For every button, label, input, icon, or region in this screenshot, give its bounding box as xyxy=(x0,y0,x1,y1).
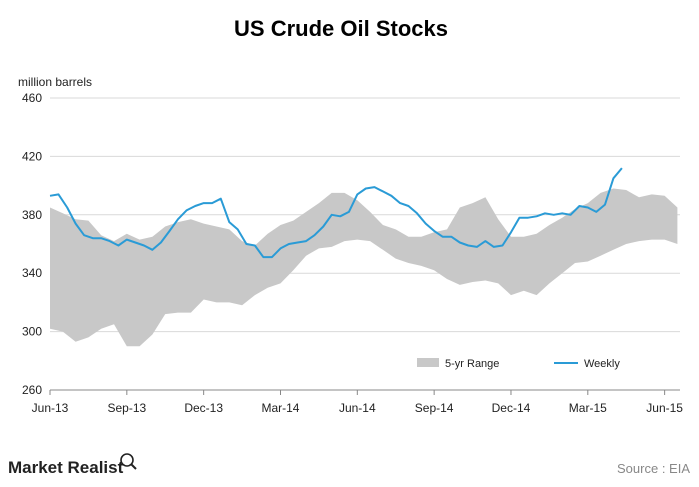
x-tick-label-Jun-13: Jun-13 xyxy=(32,401,69,415)
x-tick-label-Dec-13: Dec-13 xyxy=(184,401,223,415)
x-tick-label-Mar-14: Mar-14 xyxy=(261,401,299,415)
y-tick-label-380: 380 xyxy=(22,208,42,222)
x-tick-label-Sep-14: Sep-14 xyxy=(415,401,454,415)
y-axis-label: million barrels xyxy=(18,75,92,89)
x-tick-label-Mar-15: Mar-15 xyxy=(569,401,607,415)
y-tick-label-260: 260 xyxy=(22,383,42,397)
magnifier-icon xyxy=(120,453,134,467)
x-tick-label-Jun-14: Jun-14 xyxy=(339,401,376,415)
brand-name: Market Realist xyxy=(8,458,124,477)
x-axis-ticks: Jun-13 Sep-13 Dec-13 Mar-14 Jun-14 Sep-14 Dec-… xyxy=(32,390,683,415)
magnifier-handle xyxy=(130,463,137,470)
legend-range-label: 5-yr Range xyxy=(445,358,499,370)
legend: 5-yr Range Weekly xyxy=(417,358,620,370)
five-year-range-area xyxy=(50,188,678,347)
weekly-series-line xyxy=(49,167,623,259)
source-note: Source : EIA xyxy=(617,461,690,476)
chart-title: US Crude Oil Stocks xyxy=(234,16,448,41)
x-tick-label-Jun-15: Jun-15 xyxy=(646,401,683,415)
y-tick-label-420: 420 xyxy=(22,149,42,163)
x-tick-label-Sep-13: Sep-13 xyxy=(107,401,146,415)
x-tick-label-Dec-14: Dec-14 xyxy=(492,401,531,415)
y-axis-ticks: 260 300 340 380 420 460 xyxy=(22,91,42,397)
brand-logo: Market Realist xyxy=(8,453,137,477)
legend-weekly-label: Weekly xyxy=(584,358,620,370)
y-tick-label-340: 340 xyxy=(22,266,42,280)
legend-range-swatch xyxy=(417,358,439,367)
y-tick-label-300: 300 xyxy=(22,325,42,339)
y-tick-label-460: 460 xyxy=(22,91,42,105)
